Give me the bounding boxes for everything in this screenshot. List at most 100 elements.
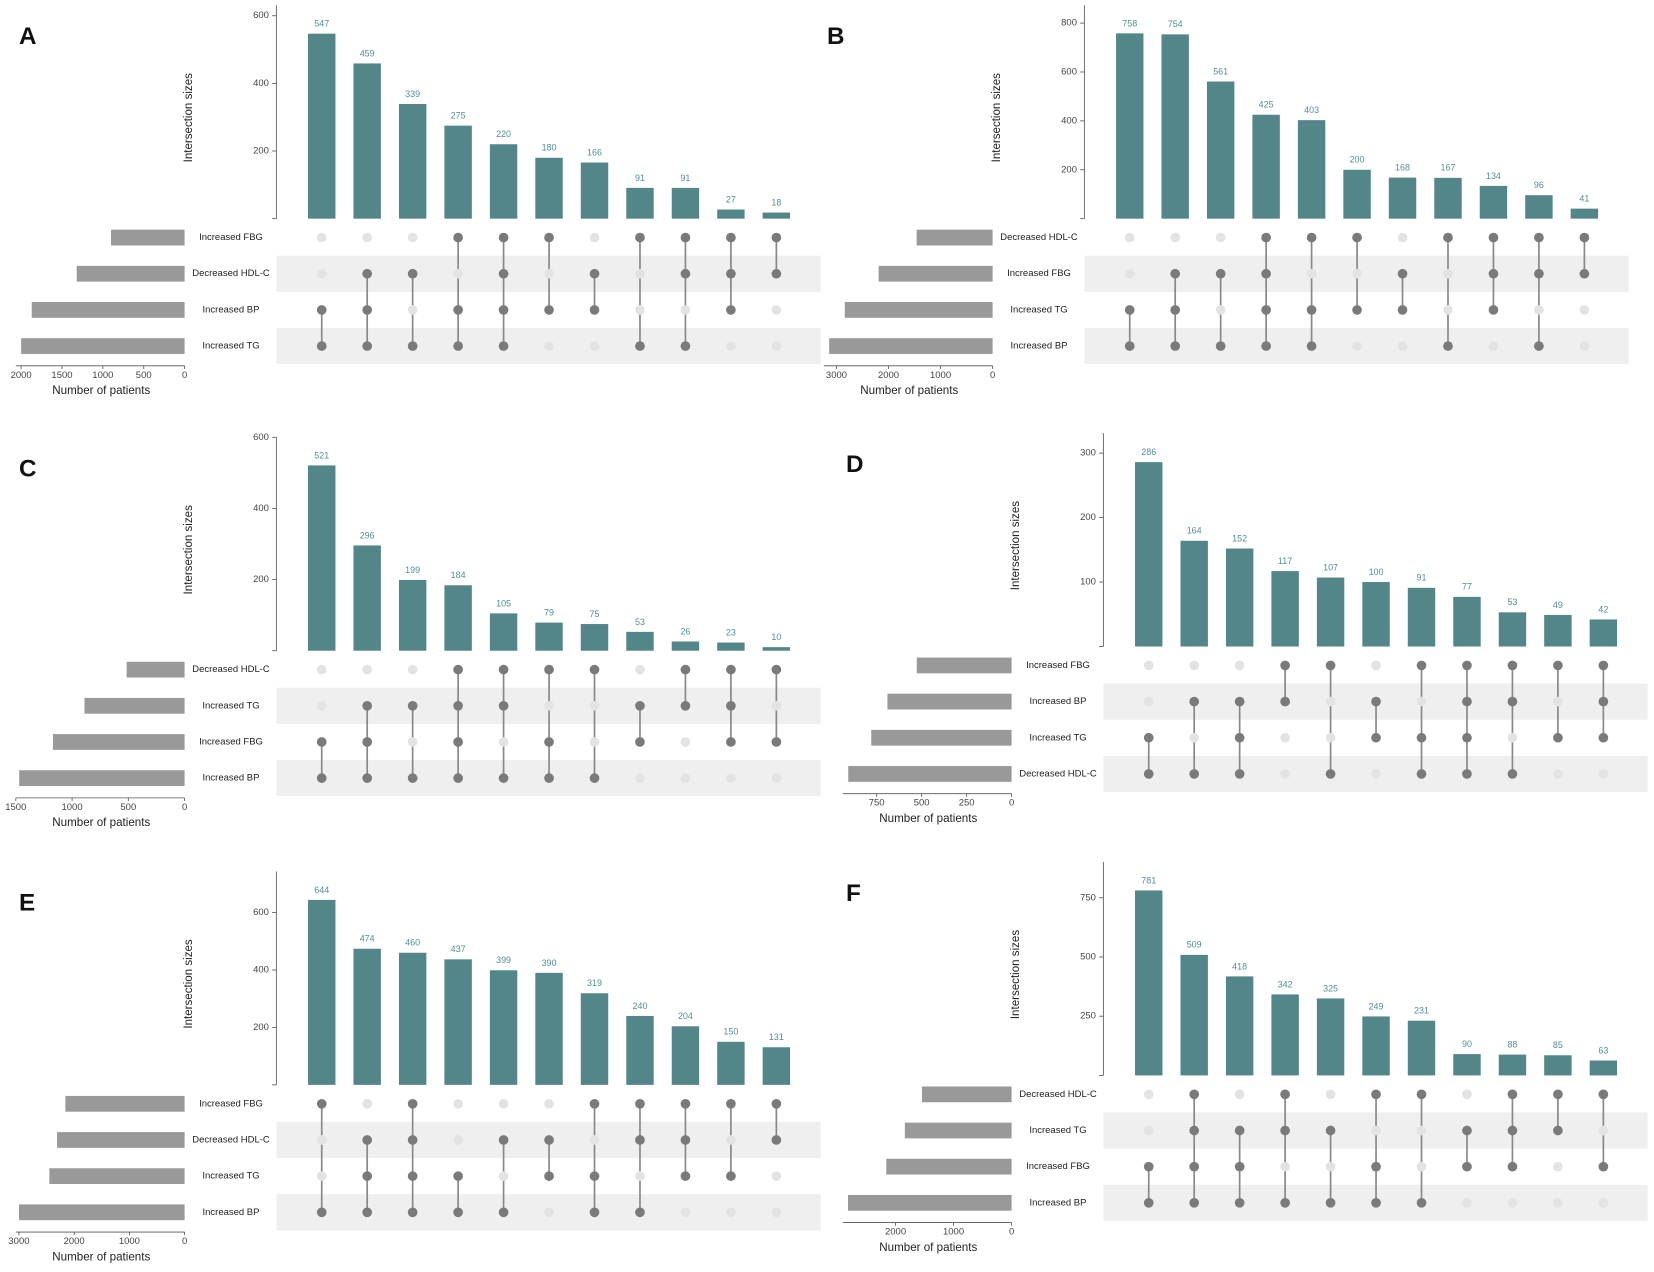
- matrix-dot: [1598, 1089, 1609, 1100]
- set-size-bar: [844, 302, 993, 318]
- x-tick-label: 2000: [878, 370, 899, 381]
- intersection-bar: [626, 631, 654, 651]
- matrix-dot: [453, 341, 463, 351]
- value-label: 390: [542, 958, 557, 968]
- matrix-dot-empty: [316, 1171, 327, 1181]
- matrix-dot: [1189, 1125, 1200, 1136]
- matrix-dot: [680, 232, 691, 243]
- value-label: 474: [360, 934, 375, 944]
- intersection-bar: [535, 157, 563, 219]
- matrix-dot: [1280, 660, 1290, 671]
- x-tick-label: 3000: [8, 1236, 29, 1247]
- intersection-bar: [308, 465, 336, 651]
- matrix-dot-empty: [1325, 1089, 1336, 1100]
- matrix-dot: [1416, 1197, 1427, 1208]
- matrix-dot: [1579, 268, 1590, 279]
- intersection-bar: [398, 579, 427, 651]
- matrix-dot: [1325, 660, 1336, 671]
- matrix-dot-empty: [1598, 1197, 1609, 1208]
- matrix-dot: [635, 1135, 645, 1145]
- intersection-bar: [762, 1047, 791, 1085]
- intersection-bar: [717, 209, 745, 219]
- matrix-dot-empty: [544, 341, 554, 351]
- set-label: Increased TG: [1029, 732, 1086, 743]
- set-size-bar: [886, 1158, 1012, 1175]
- matrix-dot: [498, 305, 509, 315]
- x-tick-label: 1000: [930, 370, 951, 381]
- matrix-dot: [1306, 305, 1317, 315]
- value-label: 319: [587, 978, 602, 988]
- matrix-dot-empty: [1598, 1125, 1609, 1136]
- set-label: Increased FBG: [1026, 1161, 1090, 1172]
- matrix-dot: [1234, 696, 1245, 707]
- intersection-bar: [1206, 81, 1235, 219]
- set-size-bar: [921, 1086, 1012, 1103]
- value-label: 42: [1598, 604, 1608, 614]
- set-size-bar: [887, 693, 1012, 710]
- value-label: 90: [1462, 1039, 1472, 1049]
- intersection-bar: [762, 647, 791, 651]
- value-label: 117: [1278, 556, 1292, 566]
- matrix-dot: [544, 232, 554, 243]
- value-label: 403: [1304, 105, 1319, 115]
- y-tick-label: 400: [253, 503, 269, 514]
- matrix-dot: [498, 1207, 509, 1218]
- value-label: 164: [1187, 526, 1202, 536]
- value-label: 339: [405, 89, 420, 99]
- matrix-dot-empty: [589, 1135, 600, 1145]
- panel-letter: E: [19, 889, 35, 916]
- matrix-dot: [1261, 341, 1271, 351]
- intersection-bar: [1161, 34, 1189, 219]
- x-tick-label: 1000: [62, 802, 83, 813]
- matrix-dot: [1215, 268, 1226, 279]
- matrix-dot: [544, 664, 554, 675]
- value-label: 79: [544, 608, 554, 618]
- set-label: Decreased HDL-C: [1019, 1089, 1097, 1100]
- y-tick-label: 600: [253, 10, 269, 21]
- matrix-dot-empty: [544, 700, 554, 711]
- matrix-dot-empty: [1579, 305, 1590, 315]
- intersection-bar: [1225, 976, 1254, 1076]
- value-label: 91: [1417, 573, 1427, 583]
- matrix-dot: [498, 268, 509, 279]
- matrix-dot: [726, 1098, 736, 1109]
- x-tick-label: 0: [182, 370, 187, 381]
- set-label: Increased FBG: [1007, 268, 1071, 279]
- matrix-dot: [1598, 732, 1609, 743]
- matrix-dot-empty: [1397, 232, 1408, 243]
- matrix-dot-empty: [1371, 660, 1381, 671]
- set-label: Decreased HDL-C: [192, 268, 270, 279]
- x-tick-label: 3000: [826, 370, 847, 381]
- matrix-dot: [589, 305, 600, 315]
- matrix-dot: [453, 773, 463, 783]
- value-label: 168: [1395, 162, 1410, 172]
- set-label: Increased TG: [202, 1171, 259, 1182]
- matrix-dot-empty: [1462, 1089, 1472, 1100]
- matrix-dot-empty: [1352, 268, 1362, 279]
- matrix-dot: [362, 268, 373, 279]
- matrix-dot: [680, 1171, 691, 1181]
- intersection-bar: [1498, 1054, 1527, 1076]
- matrix-dot: [1371, 1197, 1381, 1208]
- matrix-dot-empty: [589, 341, 600, 351]
- matrix-dot: [1325, 1125, 1336, 1136]
- set-size-bar: [111, 229, 185, 246]
- panel-letter: A: [19, 23, 37, 50]
- y-axis-title: Intersection sizes: [991, 73, 1003, 163]
- matrix-dot-empty: [726, 1207, 736, 1218]
- matrix-dot: [498, 1135, 509, 1145]
- x-tick-label: 0: [990, 370, 995, 381]
- matrix-dot-empty: [635, 268, 645, 279]
- intersection-bar: [717, 642, 745, 651]
- matrix-dot: [1189, 696, 1200, 707]
- matrix-dot: [589, 1207, 600, 1218]
- set-label: Increased BP: [1011, 341, 1068, 352]
- matrix-dot: [726, 664, 736, 675]
- value-label: 754: [1168, 19, 1183, 29]
- intersection-bar: [1135, 462, 1163, 647]
- value-label: 100: [1369, 567, 1384, 577]
- intersection-bar: [717, 1041, 745, 1085]
- matrix-dot: [1507, 1161, 1518, 1172]
- matrix-dot: [1443, 232, 1453, 243]
- matrix-dot: [1579, 232, 1590, 243]
